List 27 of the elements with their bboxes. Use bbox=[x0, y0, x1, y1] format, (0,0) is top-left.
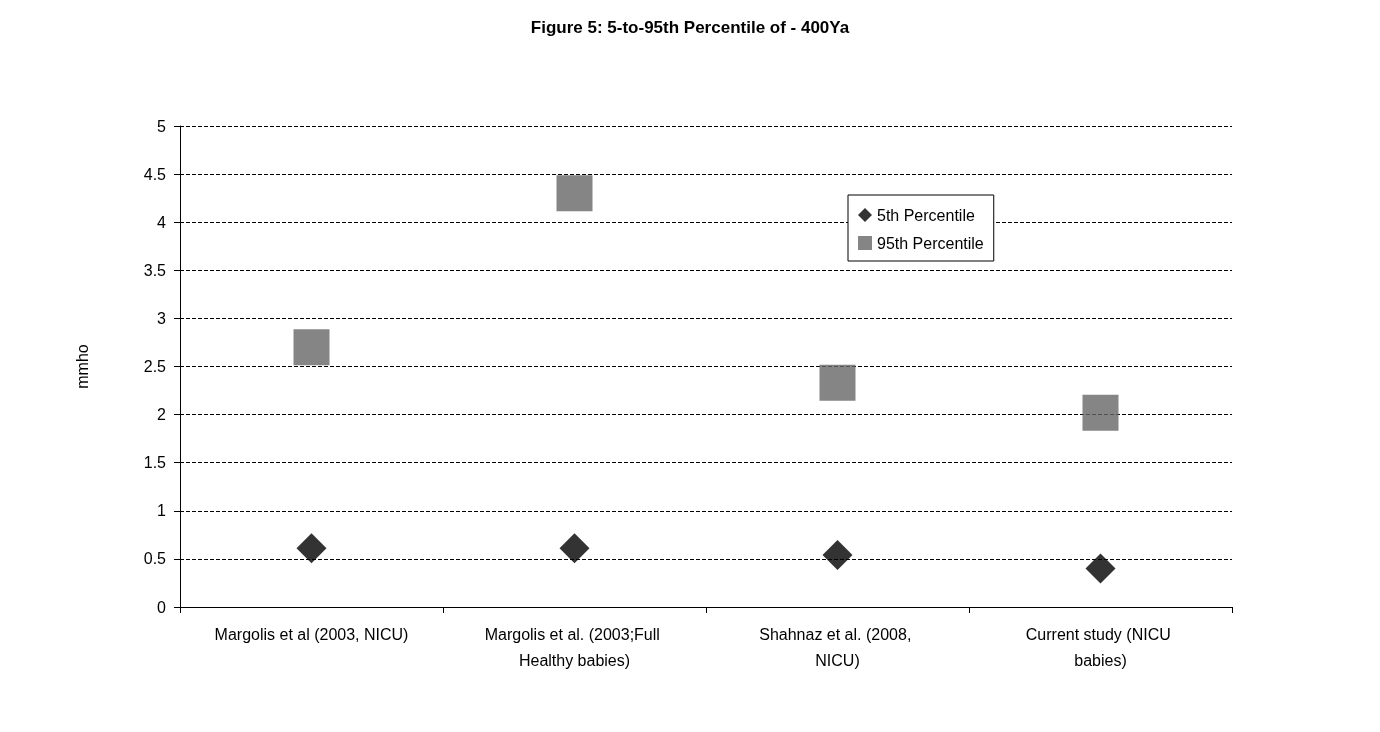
x-tick-label: Margolis et al (2003, NICU) bbox=[214, 625, 409, 643]
y-tick-label: 3.5 bbox=[143, 261, 167, 279]
y-tick-label: 4 bbox=[157, 213, 167, 231]
legend-label: 5th Percentile bbox=[877, 206, 975, 224]
y-tick-label: 0.5 bbox=[143, 550, 167, 568]
point bbox=[822, 540, 853, 571]
point bbox=[819, 364, 856, 401]
y-tick-label: 1.5 bbox=[143, 454, 167, 472]
y-tick-label: 3 bbox=[157, 309, 167, 327]
point bbox=[296, 533, 327, 564]
y-tick-label: 5 bbox=[157, 117, 167, 135]
x-tick-label: Margolis et al. (2003;Full Healthy babies) bbox=[484, 625, 665, 669]
y-tick-label: 1 bbox=[157, 502, 167, 520]
chart-title: Figure 5: 5-to-95th Percentile of - 400Ya bbox=[530, 18, 850, 37]
point bbox=[1085, 553, 1116, 584]
y-tick-label: 0 bbox=[157, 598, 167, 616]
point bbox=[559, 533, 590, 564]
point bbox=[556, 175, 593, 212]
point bbox=[293, 329, 330, 366]
y-tick-label: 2 bbox=[157, 406, 167, 424]
y-axis-title: mmho bbox=[73, 344, 91, 389]
x-tick-label: Shahnaz et al. (2008, NICU) bbox=[759, 625, 916, 669]
y-tick-label: 2.5 bbox=[143, 358, 167, 375]
x-tick-label: Current study (NICU babies) bbox=[1025, 625, 1176, 669]
point bbox=[1082, 394, 1119, 431]
legend-label: 95th Percentile bbox=[877, 234, 984, 252]
y-tick-label: 4.5 bbox=[143, 165, 167, 183]
